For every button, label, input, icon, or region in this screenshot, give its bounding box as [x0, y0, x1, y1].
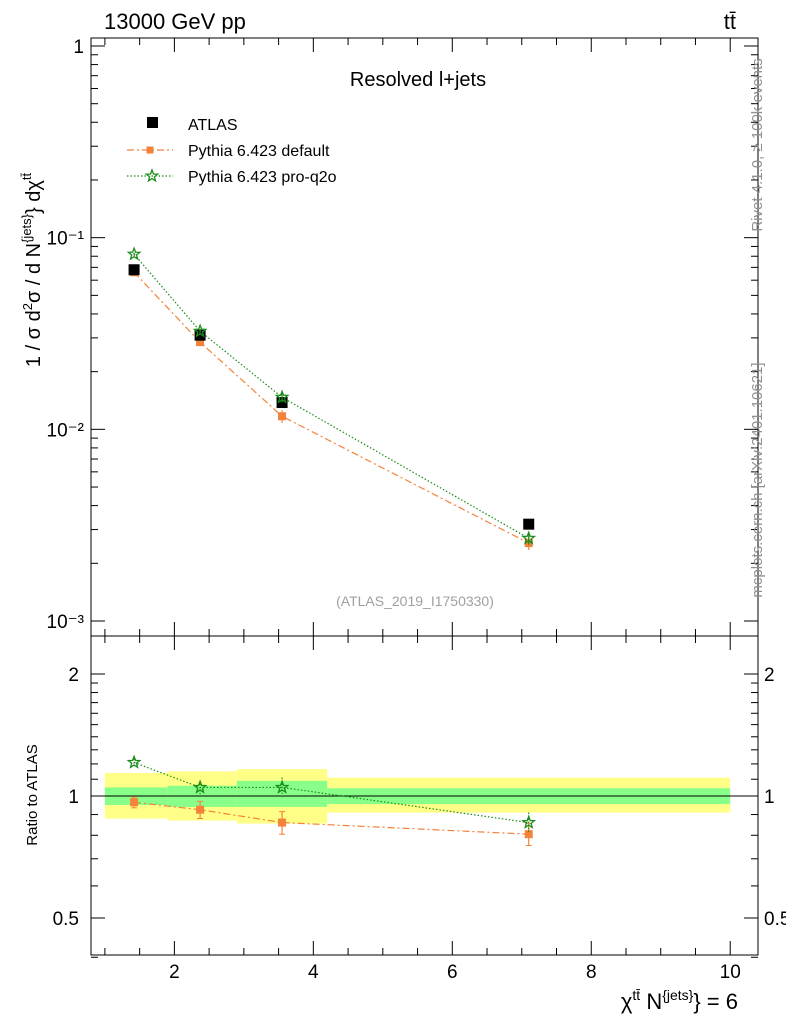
ratio-series	[126, 754, 537, 846]
default-point	[196, 338, 205, 347]
atlas-point	[523, 518, 535, 530]
x-tick-label: 2	[169, 962, 180, 983]
analysis-watermark: (ATLAS_2019_I1750330)	[336, 593, 494, 609]
proq2o-point	[192, 323, 208, 338]
legend-proq2o-label: Pythia 6.423 pro-q2o	[188, 169, 337, 186]
x-tick-label: 8	[586, 962, 597, 983]
legend-proq2o-marker	[144, 168, 160, 183]
main-y-tick-label: 10⁻²	[47, 420, 85, 441]
x-axis-label: χtt̄ N{jets}} = 6	[621, 987, 738, 1014]
ratio-y-tick-label-left: 0.5	[53, 909, 79, 930]
ratio-proq2o-point	[192, 779, 208, 794]
legend: ATLAS Pythia 6.423 default Pythia 6.423 …	[127, 117, 337, 186]
ratio-panel: 0.5 0.5 1 1 2 2 2 4 6 8 10 Ratio to ATLAS	[24, 635, 786, 983]
main-y-axis-label: 1 / σ d2σ / d N{jets}} dχtt̄	[19, 173, 45, 368]
main-panel: 1 10⁻¹ 10⁻² 10⁻³ Resolved l+jets (ATLAS_201…	[19, 37, 759, 637]
process-label: tt̄	[724, 9, 736, 34]
main-y-tick-label: 10⁻¹	[47, 229, 85, 250]
x-tick-label: 4	[308, 962, 319, 983]
ratio-y-tick-label-right: 1	[764, 787, 775, 808]
energy-label: 13000 GeV pp	[104, 9, 246, 34]
plot-title: Resolved l+jets	[350, 69, 486, 91]
ratio-ticks: 0.5 0.5 1 1 2 2 2 4 6 8 10	[53, 636, 786, 983]
ratio-default-point	[130, 798, 139, 807]
proq2o-point	[521, 530, 537, 545]
ratio-proq2o-point	[274, 779, 290, 794]
legend-atlas-label: ATLAS	[188, 117, 238, 134]
ratio-proq2o-point	[521, 814, 537, 829]
legend-default-marker	[146, 146, 154, 154]
main-y-tick-label: 1	[73, 37, 84, 58]
main-ticks: 1 10⁻¹ 10⁻² 10⁻³	[47, 37, 758, 636]
x-tick-label: 6	[447, 962, 458, 983]
ratio-proq2o-point	[126, 754, 142, 769]
proq2o-point	[126, 246, 142, 261]
atlas-point	[128, 264, 140, 276]
ratio-y-tick-label-right: 2	[764, 665, 775, 686]
proq2o-series-line	[133, 253, 530, 539]
rivet-version-label: Rivet 4.1.0, ≥ 100k events	[749, 58, 766, 231]
legend-default-label: Pythia 6.423 default	[188, 143, 330, 160]
atlas-point	[194, 329, 206, 341]
ratio-y-tick-label-left: 1	[68, 787, 79, 808]
ratio-default-point	[196, 805, 205, 814]
x-tick-label: 10	[720, 962, 741, 983]
main-series	[126, 246, 537, 550]
ratio-proq2o-line	[133, 761, 529, 824]
proq2o-point	[274, 389, 290, 404]
legend-atlas-marker	[147, 117, 158, 128]
ratio-y-axis-label: Ratio to ATLAS	[24, 744, 41, 845]
default-point	[278, 412, 287, 421]
ratio-default-point	[524, 830, 533, 839]
ratio-default-point	[278, 818, 287, 827]
mcplots-label: mcplots.cern.ch [arXiv:2401.10621]	[749, 362, 766, 597]
ratio-y-tick-label-left: 2	[68, 665, 79, 686]
ratio-default-line	[134, 801, 529, 835]
main-y-tick-label: 10⁻³	[47, 612, 85, 633]
default-series-line	[133, 271, 529, 544]
ratio-y-tick-label-right: 0.5	[764, 909, 786, 930]
